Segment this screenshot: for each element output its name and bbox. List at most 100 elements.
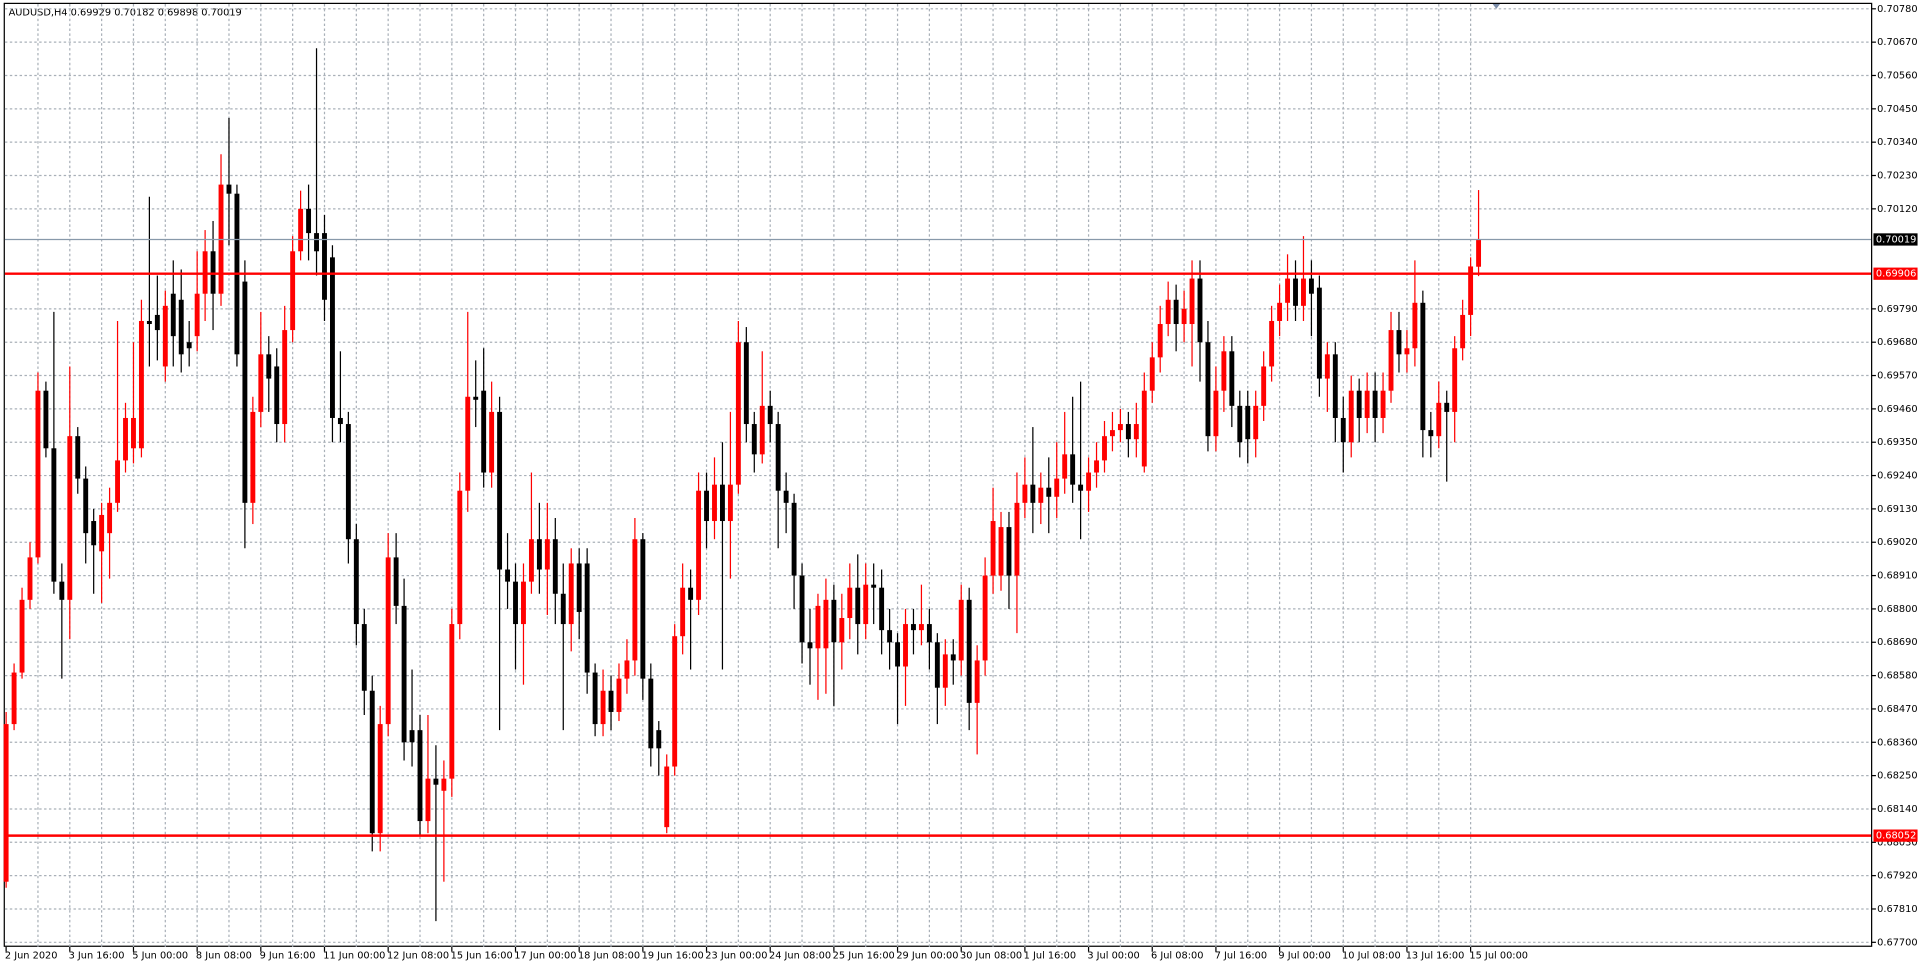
candle-body xyxy=(839,618,845,643)
candle-body xyxy=(1086,472,1092,491)
candle-body xyxy=(1261,366,1267,406)
x-tick-label: 13 Jul 16:00 xyxy=(1406,950,1465,961)
candle-body xyxy=(1420,302,1426,431)
candle-body xyxy=(385,557,391,725)
y-tick-label: 0.68470 xyxy=(1877,704,1917,715)
candle-body xyxy=(59,581,65,600)
candle-body xyxy=(847,587,853,619)
candle-body xyxy=(664,766,670,828)
candle-body xyxy=(1460,314,1466,349)
candle-body xyxy=(425,778,431,822)
candle-body xyxy=(3,724,9,882)
candle-body xyxy=(99,514,105,552)
candle-body xyxy=(584,563,590,673)
candle-body xyxy=(19,599,25,673)
candle-body xyxy=(720,484,725,522)
price-level-box xyxy=(1873,829,1918,842)
x-tick-label: 25 Jun 16:00 xyxy=(833,950,895,961)
candle-body xyxy=(67,436,73,600)
candle-body xyxy=(1189,278,1195,325)
candle-body xyxy=(704,490,709,522)
candle-body xyxy=(226,184,232,194)
candle-body xyxy=(1181,308,1187,325)
y-tick-label: 0.68800 xyxy=(1877,604,1917,615)
x-tick-label: 7 Jul 16:00 xyxy=(1215,950,1267,961)
candle-body xyxy=(274,366,280,425)
candle-body xyxy=(958,599,964,661)
candle-body xyxy=(1133,424,1139,440)
candle-body xyxy=(1316,287,1322,379)
x-tick-label: 1 Jul 16:00 xyxy=(1024,950,1076,961)
candle-body xyxy=(1173,299,1179,325)
candle-body xyxy=(1372,390,1378,418)
candle-body xyxy=(727,484,733,522)
candle-body xyxy=(1221,351,1227,391)
price-level-label: 0.68052 xyxy=(1876,831,1916,842)
candle-body xyxy=(1125,424,1131,440)
y-tick-label: 0.70230 xyxy=(1877,171,1917,182)
candle-body xyxy=(815,605,821,649)
candle-body xyxy=(600,690,606,725)
candle-body xyxy=(433,778,439,785)
candle-body xyxy=(521,581,526,625)
candle-body xyxy=(1038,487,1044,503)
candle-body xyxy=(1277,302,1283,321)
price-level-label: 0.69906 xyxy=(1876,269,1916,280)
y-tick-label: 0.69020 xyxy=(1877,537,1917,548)
x-tick-label: 24 Jun 08:00 xyxy=(769,950,831,961)
price-level-label: 0.70019 xyxy=(1876,234,1916,245)
candle-body xyxy=(903,624,908,667)
plot-frame xyxy=(3,2,1873,947)
candle-body xyxy=(1197,278,1203,343)
candle-body xyxy=(457,490,463,625)
candle-body xyxy=(35,390,41,558)
candle-body xyxy=(1293,278,1298,306)
candle-body xyxy=(115,460,120,503)
candle-body xyxy=(1468,266,1474,315)
candle-body xyxy=(298,208,304,252)
candle-body xyxy=(751,424,757,455)
candle-body xyxy=(672,636,678,767)
candle-body xyxy=(91,521,97,546)
price-level-box xyxy=(1873,233,1918,246)
candle-body xyxy=(322,233,327,300)
candle-body xyxy=(799,575,805,643)
candle-body xyxy=(767,405,773,425)
y-tick-label: 0.69680 xyxy=(1877,337,1917,348)
candle-body xyxy=(1062,454,1068,479)
candle-body xyxy=(950,654,956,661)
candle-body xyxy=(1324,354,1330,379)
x-tick-label: 8 Jun 08:00 xyxy=(196,950,252,961)
y-tick-label: 0.68030 xyxy=(1877,837,1917,848)
candle-body xyxy=(1308,278,1314,294)
candle-body xyxy=(194,293,200,337)
y-tick-label: 0.68140 xyxy=(1877,804,1917,815)
y-tick-label: 0.70780 xyxy=(1877,4,1917,15)
y-tick-label: 0.69460 xyxy=(1877,404,1917,415)
candle-body xyxy=(544,539,550,570)
candle-body xyxy=(306,208,312,234)
candle-body xyxy=(1014,502,1020,576)
candle-body xyxy=(926,624,932,643)
candle-body xyxy=(1070,454,1076,485)
candle-body xyxy=(990,521,996,576)
x-tick-label: 18 Jun 08:00 xyxy=(578,950,640,961)
y-tick-label: 0.68690 xyxy=(1877,637,1917,648)
x-tick-label: 15 Jun 16:00 xyxy=(451,950,513,961)
candle-body xyxy=(735,342,741,485)
candle-body xyxy=(290,251,296,331)
candle-body xyxy=(568,563,574,625)
candle-body xyxy=(282,330,288,425)
candle-body xyxy=(552,539,558,594)
candle-body xyxy=(154,314,160,331)
candle-body xyxy=(513,581,518,625)
candle-body xyxy=(393,557,399,606)
candle-body xyxy=(345,424,351,540)
candle-body xyxy=(640,539,646,679)
candle-body xyxy=(123,417,128,461)
x-tick-label: 15 Jul 00:00 xyxy=(1469,950,1528,961)
y-tick-label: 0.69240 xyxy=(1877,471,1917,482)
candle-body xyxy=(656,730,662,749)
